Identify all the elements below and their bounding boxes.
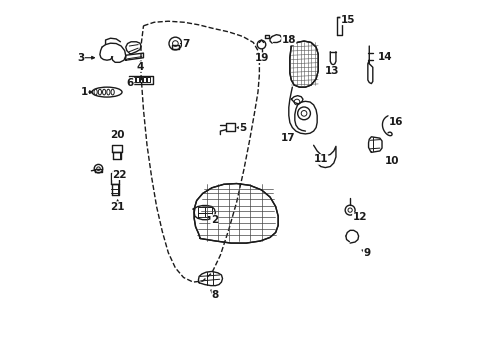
Ellipse shape: [106, 89, 110, 95]
Text: 1: 1: [81, 87, 88, 97]
Text: 22: 22: [112, 170, 127, 180]
Text: 10: 10: [384, 156, 398, 166]
Text: 7: 7: [182, 39, 189, 49]
Ellipse shape: [111, 89, 114, 95]
Text: 19: 19: [254, 53, 268, 63]
Text: 13: 13: [325, 66, 339, 76]
Text: 9: 9: [363, 248, 369, 258]
Text: 20: 20: [110, 130, 124, 140]
Ellipse shape: [102, 89, 105, 95]
Text: 8: 8: [211, 290, 219, 300]
Text: 17: 17: [280, 133, 294, 143]
Text: 21: 21: [110, 202, 124, 212]
Ellipse shape: [92, 87, 122, 97]
Text: 18: 18: [281, 35, 295, 45]
Ellipse shape: [98, 89, 102, 95]
Text: 5: 5: [239, 122, 246, 132]
Text: 4: 4: [136, 62, 143, 72]
Text: 15: 15: [340, 15, 354, 25]
Text: 11: 11: [313, 154, 327, 165]
Text: 3: 3: [77, 53, 84, 63]
Text: 14: 14: [378, 51, 392, 62]
Text: 6: 6: [126, 77, 134, 87]
Text: 12: 12: [352, 212, 366, 222]
Text: 2: 2: [210, 215, 218, 225]
Ellipse shape: [94, 89, 97, 95]
Text: 16: 16: [388, 117, 403, 126]
